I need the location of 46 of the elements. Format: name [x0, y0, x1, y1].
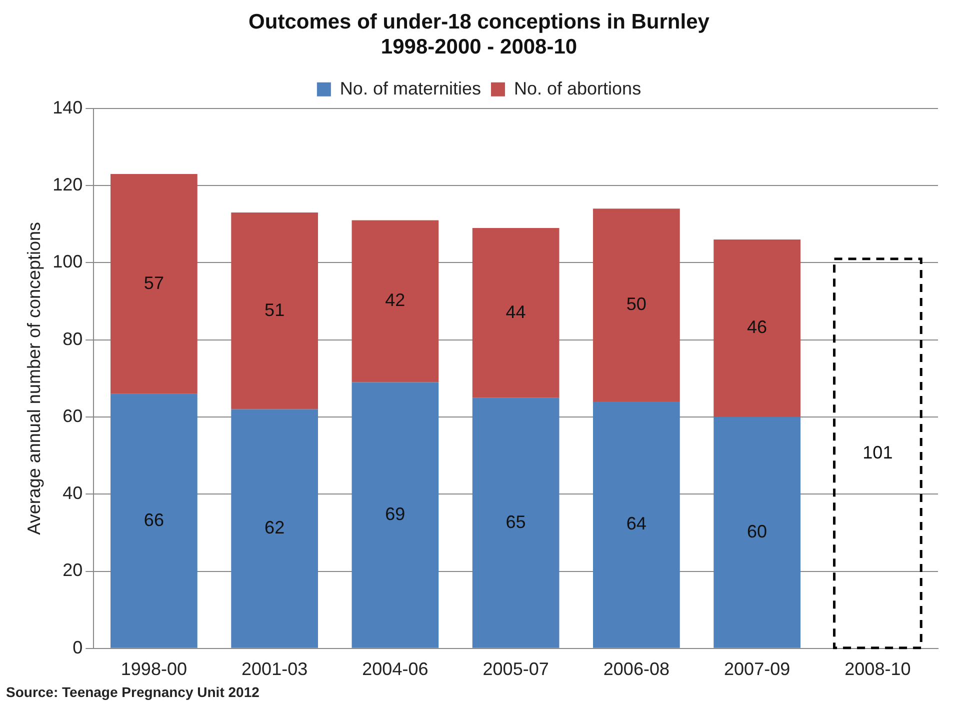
data-label: 66: [144, 510, 164, 530]
y-tick-label: 80: [62, 328, 83, 349]
x-tick-label: 2007-09: [724, 659, 790, 680]
data-label: 62: [264, 518, 285, 538]
data-label: 42: [385, 290, 406, 310]
data-label: 57: [144, 272, 164, 293]
bar: [352, 382, 439, 648]
x-tick-label: 2006-08: [603, 659, 670, 680]
data-label: 65: [506, 512, 526, 532]
data-label: 64: [626, 514, 646, 534]
data-label: 50: [626, 294, 646, 314]
x-tick-label: 2001-03: [242, 659, 308, 680]
data-label: 101: [862, 442, 893, 462]
bar: [714, 416, 800, 648]
legend-label: No. of abortions: [514, 78, 642, 98]
data-label: 44: [506, 302, 526, 322]
bar: [352, 220, 439, 382]
bar: [231, 212, 318, 410]
x-tick-label: 2004-06: [362, 659, 428, 680]
x-tick-label: 2005-07: [482, 659, 549, 680]
y-tick-label: 40: [62, 483, 83, 504]
x-tick-label: 2008-10: [844, 659, 911, 680]
bar: [110, 394, 198, 648]
bar: [714, 240, 800, 417]
y-tick-label: 60: [62, 406, 83, 426]
y-axis-title: Average annual number of conceptions: [24, 222, 44, 535]
y-tick-label: 20: [62, 560, 83, 580]
bar: [110, 174, 198, 394]
bar: [833, 258, 922, 650]
y-tick-label: 140: [52, 97, 83, 118]
data-label: 51: [264, 300, 285, 320]
y-tick-label: 0: [72, 637, 83, 658]
y-tick-label: 100: [52, 252, 83, 272]
bar: [231, 409, 318, 648]
data-label: 69: [385, 504, 406, 524]
source-note: Source: Teenage Pregnancy Unit 2012: [6, 684, 260, 700]
bar: [472, 398, 560, 648]
y-tick-label: 120: [52, 174, 83, 195]
data-label: 60: [747, 521, 768, 542]
chart-title: Outcomes of under-18 conceptions in Burnley 1998-2000 - 2008-10: [248, 10, 710, 59]
data-label: 46: [747, 317, 768, 338]
bar: [593, 208, 680, 402]
bar: [593, 402, 680, 648]
legend-label: No. of maternities: [340, 78, 481, 98]
bar: [472, 228, 560, 398]
x-tick-label: 1998-00: [120, 659, 187, 680]
